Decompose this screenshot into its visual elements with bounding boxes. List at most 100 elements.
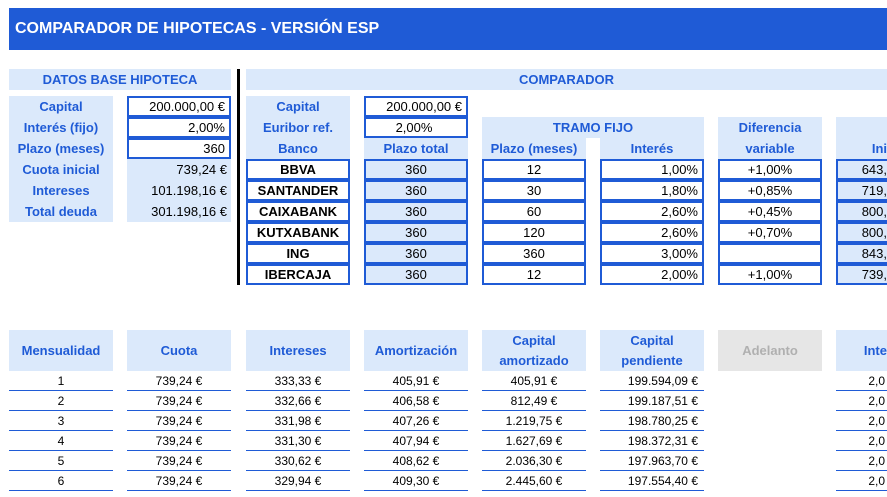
row-mensualidad: 3	[9, 411, 113, 431]
bank-name: BBVA	[246, 159, 350, 180]
col-interes: Interés	[600, 138, 704, 159]
inicial-header: Ini	[836, 117, 887, 159]
bank-diferencia-input[interactable]: +0,85%	[718, 180, 822, 201]
datos-label: Total deuda	[9, 201, 113, 222]
bank-name: CAIXABANK	[246, 201, 350, 222]
comparador-capital-input[interactable]: 200.000,00 €	[364, 96, 468, 117]
bank-plazo-total: 360	[364, 243, 468, 264]
row-mensualidad: 2	[9, 391, 113, 411]
row-amortizacion: 405,91 €	[364, 371, 468, 391]
row-capital-amortizado: 1.627,69 €	[482, 431, 586, 451]
row-capital-amortizado: 2.036,30 €	[482, 451, 586, 471]
row-cuota: 739,24 €	[127, 451, 231, 471]
variable-header: variable	[718, 138, 822, 159]
bank-interes-input[interactable]: 2,60%	[600, 222, 704, 243]
datos-label: Plazo (meses)	[9, 138, 113, 159]
bank-plazo-input[interactable]: 60	[482, 201, 586, 222]
diferencia-header: Diferencia	[718, 117, 822, 138]
row-intereses-2: 2,0	[836, 431, 887, 451]
bank-interes-input[interactable]: 1,00%	[600, 159, 704, 180]
datos-input[interactable]: 2,00%	[127, 117, 231, 138]
row-intereses: 333,33 €	[246, 371, 350, 391]
bank-cuota-inicial: 800,	[836, 222, 887, 243]
bank-diferencia-input[interactable]: +1,00%	[718, 159, 822, 180]
page-title: COMPARADOR DE HIPOTECAS - VERSIÓN ESP	[9, 8, 887, 50]
bank-diferencia-input[interactable]: +0,70%	[718, 222, 822, 243]
row-cuota: 739,24 €	[127, 471, 231, 491]
bank-plazo-input[interactable]: 120	[482, 222, 586, 243]
datos-label: Intereses	[9, 180, 113, 201]
row-capital-pendiente: 197.554,40 €	[600, 471, 704, 491]
row-cuota: 739,24 €	[127, 411, 231, 431]
comparador-capital-label: Capital	[246, 96, 350, 117]
bank-cuota-inicial: 719,	[836, 180, 887, 201]
row-intereses: 331,30 €	[246, 431, 350, 451]
col-plazo-meses: Plazo (meses)	[482, 138, 586, 159]
th-capital-amortizado-line1: Capital	[512, 332, 556, 348]
row-capital-pendiente: 198.780,25 €	[600, 411, 704, 431]
bank-diferencia-input[interactable]	[718, 243, 822, 264]
tramo-fijo-header: TRAMO FIJO	[482, 117, 704, 138]
bank-name: KUTXABANK	[246, 222, 350, 243]
bank-cuota-inicial: 643,	[836, 159, 887, 180]
euribor-input[interactable]: 2,00%	[364, 117, 468, 138]
datos-input[interactable]: 360	[127, 138, 231, 159]
datos-value: 301.198,16 €	[127, 201, 231, 222]
comparador-header: COMPARADOR	[246, 69, 887, 90]
th-capital-amortizado-line2: amortizado	[499, 352, 569, 368]
row-intereses: 329,94 €	[246, 471, 350, 491]
bank-interes-input[interactable]: 3,00%	[600, 243, 704, 264]
section-divider	[237, 69, 240, 285]
bank-diferencia-input[interactable]: +0,45%	[718, 201, 822, 222]
row-capital-pendiente: 197.963,70 €	[600, 451, 704, 471]
bank-name: SANTANDER	[246, 180, 350, 201]
row-intereses-2: 2,0	[836, 451, 887, 471]
row-cuota: 739,24 €	[127, 391, 231, 411]
row-capital-pendiente: 199.187,51 €	[600, 391, 704, 411]
row-mensualidad: 6	[9, 471, 113, 491]
bank-plazo-total: 360	[364, 201, 468, 222]
th-amortizacion: Amortización	[364, 330, 468, 371]
row-amortizacion: 409,30 €	[364, 471, 468, 491]
datos-value: 739,24 €	[127, 159, 231, 180]
bank-plazo-input[interactable]: 360	[482, 243, 586, 264]
datos-input[interactable]: 200.000,00 €	[127, 96, 231, 117]
row-amortizacion: 407,26 €	[364, 411, 468, 431]
bank-plazo-input[interactable]: 12	[482, 264, 586, 285]
bank-cuota-inicial: 843,	[836, 243, 887, 264]
row-capital-pendiente: 199.594,09 €	[600, 371, 704, 391]
th-capital-amortizado: Capital amortizado	[482, 330, 586, 371]
row-mensualidad: 1	[9, 371, 113, 391]
th-adelanto: Adelanto	[718, 330, 822, 371]
row-amortizacion: 408,62 €	[364, 451, 468, 471]
bank-plazo-input[interactable]: 12	[482, 159, 586, 180]
row-intereses-2: 2,0	[836, 411, 887, 431]
row-intereses: 330,62 €	[246, 451, 350, 471]
row-capital-amortizado: 1.219,75 €	[482, 411, 586, 431]
row-capital-pendiente: 198.372,31 €	[600, 431, 704, 451]
bank-interes-input[interactable]: 1,80%	[600, 180, 704, 201]
th-cuota: Cuota	[127, 330, 231, 371]
bank-diferencia-input[interactable]: +1,00%	[718, 264, 822, 285]
bank-cuota-inicial: 739,	[836, 264, 887, 285]
row-amortizacion: 407,94 €	[364, 431, 468, 451]
row-intereses-2: 2,0	[836, 391, 887, 411]
th-intereses: Intereses	[246, 330, 350, 371]
row-cuota: 739,24 €	[127, 431, 231, 451]
th-capital-pendiente-line2: pendiente	[621, 352, 683, 368]
datos-base-header: DATOS BASE HIPOTECA	[9, 69, 231, 90]
bank-name: IBERCAJA	[246, 264, 350, 285]
datos-label: Cuota inicial	[9, 159, 113, 180]
row-intereses: 332,66 €	[246, 391, 350, 411]
th-intereses-2: Inte	[836, 330, 887, 371]
bank-plazo-total: 360	[364, 264, 468, 285]
row-capital-amortizado: 812,49 €	[482, 391, 586, 411]
bank-interes-input[interactable]: 2,60%	[600, 201, 704, 222]
row-intereses-2: 2,0	[836, 471, 887, 491]
bank-plazo-total: 360	[364, 159, 468, 180]
row-intereses: 331,98 €	[246, 411, 350, 431]
th-capital-pendiente: Capital pendiente	[600, 330, 704, 371]
bank-interes-input[interactable]: 2,00%	[600, 264, 704, 285]
bank-plazo-input[interactable]: 30	[482, 180, 586, 201]
row-capital-amortizado: 2.445,60 €	[482, 471, 586, 491]
